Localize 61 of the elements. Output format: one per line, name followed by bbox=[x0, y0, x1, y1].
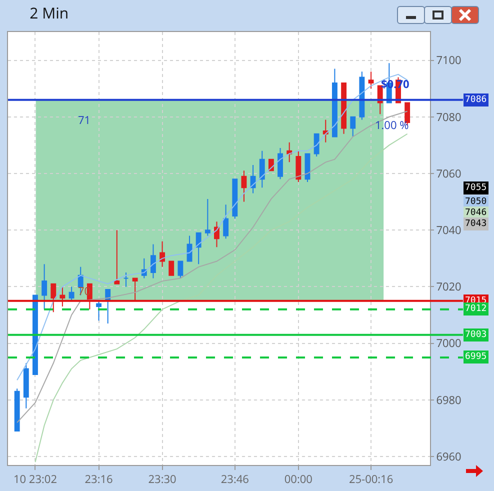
ref-line-label: 7012 bbox=[465, 304, 487, 314]
y-tick-label: 7080 bbox=[436, 110, 462, 125]
candlestick bbox=[168, 260, 174, 276]
candlestick bbox=[322, 119, 328, 143]
candlestick bbox=[223, 204, 229, 240]
candlestick bbox=[114, 230, 120, 284]
candlestick bbox=[314, 133, 320, 158]
candlestick bbox=[196, 232, 202, 265]
candlestick bbox=[50, 283, 56, 313]
text: 7050 bbox=[465, 197, 487, 207]
candlestick bbox=[214, 221, 220, 248]
x-tick-label: 00:00 bbox=[284, 472, 312, 488]
annotation: 71 bbox=[78, 113, 91, 128]
y-tick-label: 7000 bbox=[436, 336, 462, 352]
candlestick bbox=[132, 278, 138, 302]
y-tick-label: 6980 bbox=[436, 392, 462, 408]
x-tick-label: 25-00:16 bbox=[348, 472, 394, 488]
candlestick bbox=[377, 85, 383, 115]
candlestick bbox=[232, 178, 238, 220]
y-tick-label: 7040 bbox=[436, 222, 462, 238]
x-tick-label: 10 23:02 bbox=[13, 472, 57, 488]
ref-line-label: 7086 bbox=[465, 95, 487, 105]
y-tick-label: 7100 bbox=[436, 53, 462, 68]
x-tick-label: 23:46 bbox=[220, 472, 249, 488]
text: 7055 bbox=[465, 183, 487, 193]
y-tick-label: 6960 bbox=[436, 449, 462, 464]
candlestick bbox=[332, 68, 338, 138]
candlestick bbox=[60, 286, 66, 308]
ref-line-label: 7003 bbox=[465, 330, 487, 340]
candlestick bbox=[14, 388, 20, 432]
candlestick bbox=[123, 272, 129, 288]
text: 7043 bbox=[465, 219, 487, 229]
x-tick-label: 23:16 bbox=[84, 472, 113, 488]
line-series bbox=[34, 133, 408, 463]
candlestick bbox=[150, 244, 156, 279]
line-series bbox=[16, 110, 408, 424]
candlestick bbox=[160, 240, 166, 268]
candlestick bbox=[241, 170, 247, 202]
annotation: 1.00 % bbox=[375, 118, 409, 133]
candlestick bbox=[250, 164, 256, 194]
candlestick bbox=[278, 148, 283, 180]
y-tick-label: 7060 bbox=[436, 166, 462, 182]
candlestick bbox=[96, 300, 102, 322]
candlestick bbox=[42, 264, 48, 310]
candlestick bbox=[341, 82, 347, 134]
candlestick bbox=[368, 71, 374, 90]
candlestick bbox=[68, 286, 74, 302]
candlestick bbox=[359, 71, 365, 120]
candlestick bbox=[350, 116, 356, 138]
candlestick bbox=[259, 150, 265, 188]
candlestick bbox=[296, 150, 302, 182]
candlestick bbox=[286, 142, 292, 163]
x-tick-label: 23:30 bbox=[148, 472, 176, 488]
candlestick bbox=[23, 362, 29, 409]
text: 7046 bbox=[465, 208, 487, 218]
y-tick-label: 7020 bbox=[436, 280, 462, 295]
line-series bbox=[16, 74, 408, 381]
candlestick bbox=[178, 260, 184, 279]
chart-title: 2 Min bbox=[30, 4, 69, 24]
ref-line-label: 6995 bbox=[465, 352, 487, 362]
candlestick bbox=[204, 198, 210, 236]
